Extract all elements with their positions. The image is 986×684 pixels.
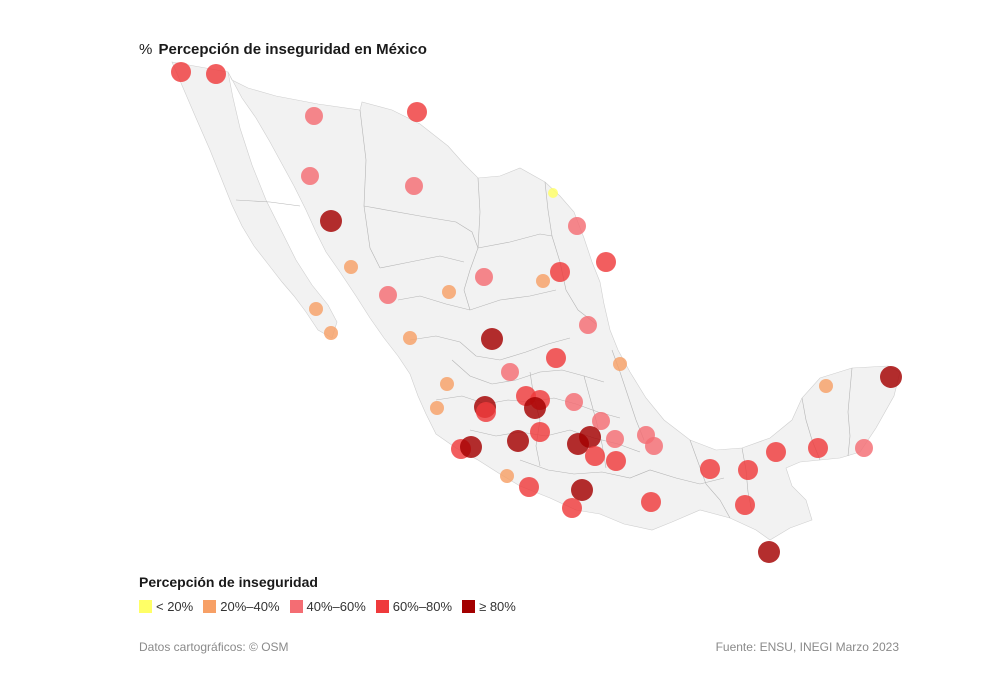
city-marker[interactable] — [442, 285, 456, 299]
state-border — [409, 335, 571, 361]
legend-swatch — [203, 600, 217, 613]
city-marker[interactable] — [548, 188, 558, 198]
city-marker[interactable] — [481, 328, 503, 350]
city-marker[interactable] — [565, 393, 583, 411]
legend-label: < 20% — [156, 599, 194, 614]
city-marker[interactable] — [606, 451, 626, 471]
city-marker[interactable] — [301, 167, 319, 185]
city-marker[interactable] — [735, 495, 755, 515]
city-marker[interactable] — [536, 274, 550, 288]
state-border — [847, 367, 853, 457]
state-border — [451, 359, 605, 385]
legend-label: 60%–80% — [392, 599, 453, 614]
baja-california-shape — [171, 61, 338, 339]
city-marker[interactable] — [546, 348, 566, 368]
city-marker[interactable] — [475, 268, 493, 286]
state-border — [379, 255, 465, 269]
city-marker[interactable] — [568, 217, 586, 235]
city-marker[interactable] — [344, 260, 358, 274]
city-marker[interactable] — [550, 262, 570, 282]
city-marker[interactable] — [579, 426, 601, 448]
state-border — [689, 439, 731, 519]
city-marker[interactable] — [819, 379, 833, 393]
city-marker[interactable] — [507, 430, 529, 452]
city-marker[interactable] — [645, 437, 663, 455]
title-prefix: % — [139, 41, 153, 58]
legend-title: Percepción de inseguridad — [139, 574, 318, 590]
state-border — [363, 205, 479, 249]
city-marker[interactable] — [524, 397, 546, 419]
city-marker[interactable] — [407, 102, 427, 122]
legend-label: 40%–60% — [306, 599, 366, 614]
mainland-shape — [227, 71, 901, 541]
city-marker[interactable] — [808, 438, 828, 458]
city-marker[interactable] — [606, 430, 624, 448]
city-marker[interactable] — [324, 326, 338, 340]
city-marker[interactable] — [519, 477, 539, 497]
city-marker[interactable] — [592, 412, 610, 430]
legend: < 20% 20%–40% 40%–60% 60%–80% ≥ 80% — [139, 599, 526, 614]
city-marker[interactable] — [500, 469, 514, 483]
city-marker[interactable] — [379, 286, 397, 304]
city-marker[interactable] — [405, 177, 423, 195]
city-marker[interactable] — [641, 492, 661, 512]
city-marker[interactable] — [579, 316, 597, 334]
city-marker[interactable] — [562, 498, 582, 518]
legend-item-lt20: < 20% — [139, 599, 193, 614]
state-border — [235, 199, 301, 207]
city-markers — [171, 62, 902, 563]
legend-label: ≥ 80% — [479, 599, 516, 614]
city-marker[interactable] — [440, 377, 454, 391]
city-marker[interactable] — [585, 446, 605, 466]
legend-swatch — [289, 600, 303, 613]
city-marker[interactable] — [700, 459, 720, 479]
city-marker[interactable] — [571, 479, 593, 501]
data-source: Fuente: ENSU, INEGI Marzo 2023 — [715, 640, 899, 654]
city-marker[interactable] — [460, 436, 482, 458]
legend-swatch — [462, 600, 476, 613]
city-marker[interactable] — [476, 402, 496, 422]
legend-item-gte80: ≥ 80% — [462, 599, 516, 614]
legend-swatch — [139, 600, 152, 613]
city-marker[interactable] — [430, 401, 444, 415]
city-marker[interactable] — [758, 541, 780, 563]
legend-item-20-40: 20%–40% — [203, 599, 280, 614]
city-marker[interactable] — [171, 62, 191, 82]
state-border — [477, 233, 553, 249]
title-text: Percepción de inseguridad en México — [158, 41, 427, 58]
legend-label: 20%–40% — [220, 599, 280, 614]
city-marker[interactable] — [766, 442, 786, 462]
city-marker[interactable] — [320, 210, 342, 232]
city-marker[interactable] — [309, 302, 323, 316]
legend-item-60-80: 60%–80% — [375, 599, 453, 614]
city-marker[interactable] — [613, 357, 627, 371]
mexico-landmass — [171, 61, 901, 541]
city-marker[interactable] — [501, 363, 519, 381]
state-border — [519, 459, 725, 485]
state-border — [463, 177, 481, 311]
city-marker[interactable] — [403, 331, 417, 345]
legend-swatch — [375, 600, 389, 613]
city-marker[interactable] — [596, 252, 616, 272]
map-title: % Percepción de inseguridad en México — [139, 41, 427, 58]
map-attribution: Datos cartográficos: © OSM — [139, 640, 289, 654]
legend-item-40-60: 40%–60% — [289, 599, 366, 614]
city-marker[interactable] — [305, 107, 323, 125]
city-marker[interactable] — [738, 460, 758, 480]
city-marker[interactable] — [880, 366, 902, 388]
city-marker[interactable] — [855, 439, 873, 457]
city-marker[interactable] — [530, 422, 550, 442]
state-border — [397, 289, 557, 311]
city-marker[interactable] — [206, 64, 226, 84]
